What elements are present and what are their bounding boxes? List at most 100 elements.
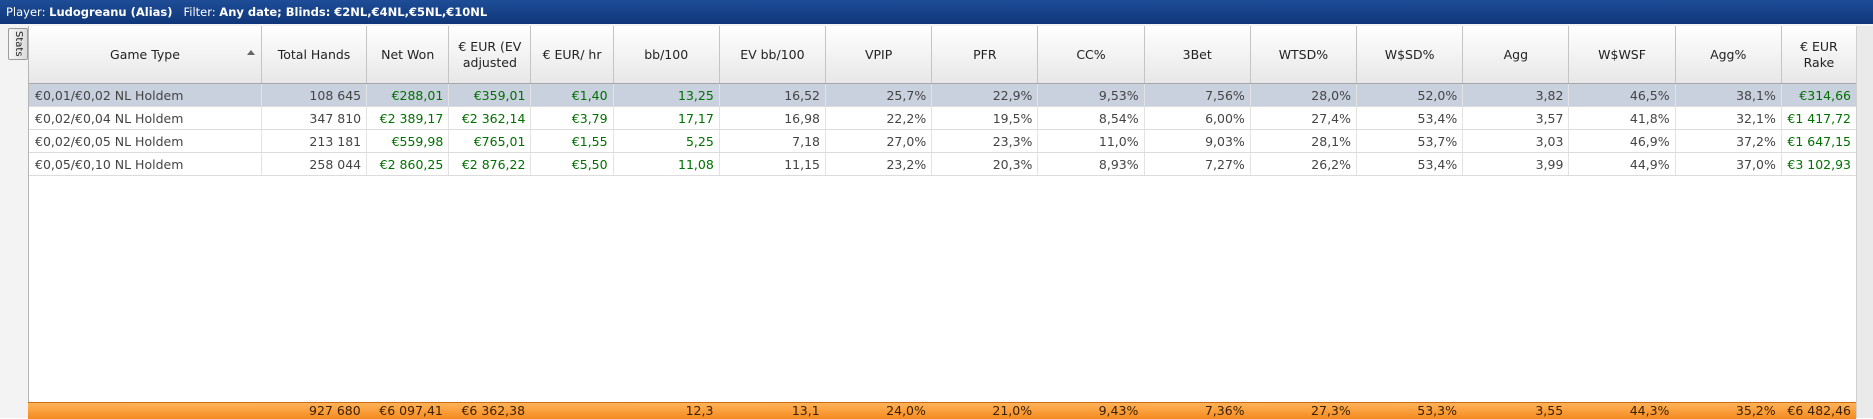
cell-agg: 3,99 [1462,152,1570,176]
cell-cc: 11,0% [1037,129,1145,153]
total-bb: 12,3 [685,403,714,418]
column-header-vpip[interactable]: VPIP [825,26,933,84]
total-net: €6 097,41 [379,403,443,418]
column-header-aggp[interactable]: Agg% [1675,26,1782,84]
cell-rake: €1 417,72 [1781,106,1858,130]
table-row[interactable]: €0,05/€0,10 NL Holdem 258 044 €2 860,25 €2 … [29,152,1858,176]
cell-wwsf: 41,8% [1568,106,1676,130]
filter-value: Any date; Blinds: €2NL,€4NL,€5NL,€10NL [219,5,488,19]
total-aggp: 35,2% [1735,403,1776,418]
total-wtsd: 27,3% [1311,403,1351,418]
column-header-net[interactable]: Net Won [366,26,450,84]
total-evbb: 13,1 [791,403,820,418]
total-cc: 9,43% [1098,403,1139,418]
cell-wsd: 53,4% [1356,106,1464,130]
cell-evbb: 11,15 [719,152,827,176]
column-header-pfr[interactable]: PFR [931,26,1039,84]
cell-cc: 8,54% [1037,106,1145,130]
cell-game: €0,05/€0,10 NL Holdem [29,152,262,176]
cell-vpip: 22,2% [825,106,933,130]
cell-wtsd: 26,2% [1250,152,1358,176]
cell-aggp: 32,1% [1675,106,1782,130]
column-header-3bet[interactable]: 3Bet [1144,26,1251,84]
cell-hands: 258 044 [261,152,368,176]
filter-label: Filter: [183,5,216,19]
total-ev: €6 362,38 [461,403,526,418]
cell-evbb: 7,18 [719,129,827,153]
cell-rake: €1 647,15 [1781,129,1858,153]
cell-3bet: 7,56% [1144,83,1251,107]
column-header-agg[interactable]: Agg [1462,26,1570,84]
header-row: Game Type Total Hands Net Won € EUR (EV adj… [29,26,1858,84]
cell-net: €2 860,25 [366,152,450,176]
column-header-game[interactable]: Game Type [29,26,262,84]
cell-agg: 3,57 [1462,106,1570,130]
total-hands: 927 680 [309,403,361,418]
cell-3bet: 9,03% [1144,129,1251,153]
cell-wsd: 52,0% [1356,83,1464,107]
totals-row: 927 680 €6 097,41 €6 362,38 12,3 13,1 24,0% 21… [28,403,1856,419]
column-header-wwsf[interactable]: W$WSF [1568,26,1676,84]
cell-3bet: 6,00% [1144,106,1251,130]
cell-hands: 213 181 [261,129,368,153]
total-wsd: 53,3% [1417,403,1457,418]
cell-bb: 13,25 [613,83,720,107]
stats-grid: Game Type Total Hands Net Won € EUR (EV adj… [28,26,1858,418]
totals-bar: 927 680 €6 097,41 €6 362,38 12,3 13,1 24,0% 21… [28,402,1856,419]
cell-wtsd: 28,1% [1250,129,1358,153]
cell-cc: 9,53% [1037,83,1145,107]
total-agg: 3,55 [1535,403,1564,418]
column-header-evbb[interactable]: EV bb/100 [719,26,827,84]
cell-wtsd: 28,0% [1250,83,1358,107]
cell-pfr: 20,3% [931,152,1039,176]
cell-pfr: 19,5% [931,106,1039,130]
cell-hands: 347 810 [261,106,368,130]
total-wwsf: 44,3% [1629,403,1670,418]
cell-ev: €2 876,22 [448,152,532,176]
total-game [28,403,261,419]
cell-ev: €765,01 [448,129,532,153]
total-hr [530,403,612,419]
table-row[interactable]: €0,02/€0,05 NL Holdem 213 181 €559,98 €765,… [29,129,1858,153]
column-header-hands[interactable]: Total Hands [261,26,368,84]
cell-pfr: 23,3% [931,129,1039,153]
title-bar: Player: Ludogreanu (Alias) Filter: Any d… [0,0,1873,24]
column-header-hr[interactable]: € EUR/ hr [530,26,614,84]
cell-rake: €3 102,93 [1781,152,1858,176]
cell-hr: €1,40 [530,83,614,107]
table-row[interactable]: €0,02/€0,04 NL Holdem 347 810 €2 389,17 €2 … [29,106,1858,130]
cell-game: €0,02/€0,05 NL Holdem [29,129,262,153]
cell-vpip: 25,7% [825,83,933,107]
cell-agg: 3,82 [1462,83,1570,107]
totals-table: 927 680 €6 097,41 €6 362,38 12,3 13,1 24,0% 21… [28,403,1856,419]
cell-game: €0,01/€0,02 NL Holdem [29,83,262,107]
cell-wwsf: 44,9% [1568,152,1676,176]
cell-net: €559,98 [366,129,450,153]
cell-ev: €2 362,14 [448,106,532,130]
cell-hands: 108 645 [261,83,368,107]
cell-aggp: 37,0% [1675,152,1782,176]
cell-vpip: 23,2% [825,152,933,176]
cell-bb: 5,25 [613,129,720,153]
cell-wtsd: 27,4% [1250,106,1358,130]
column-header-bb[interactable]: bb/100 [613,26,720,84]
player-name: Ludogreanu (Alias) [49,5,173,19]
cell-bb: 11,08 [613,152,720,176]
column-header-wtsd[interactable]: WTSD% [1250,26,1358,84]
stats-table: Game Type Total Hands Net Won € EUR (EV adj… [29,26,1858,176]
total-rake: €6 482,46 [1787,403,1851,418]
cell-game: €0,02/€0,04 NL Holdem [29,106,262,130]
column-header-cc[interactable]: CC% [1037,26,1145,84]
cell-agg: 3,03 [1462,129,1570,153]
cell-vpip: 27,0% [825,129,933,153]
column-header-ev[interactable]: € EUR (EV adjusted [448,26,532,84]
cell-hr: €5,50 [530,152,614,176]
table-row[interactable]: €0,01/€0,02 NL Holdem 108 645 €288,01 €359,… [29,83,1858,107]
stats-side-tab[interactable]: Stats [8,28,28,60]
cell-aggp: 37,2% [1675,129,1782,153]
vertical-scrollbar[interactable] [1856,26,1873,418]
cell-wwsf: 46,9% [1568,129,1676,153]
column-header-wsd[interactable]: W$SD% [1356,26,1464,84]
cell-hr: €1,55 [530,129,614,153]
column-header-rake[interactable]: € EUR Rake [1781,26,1858,84]
